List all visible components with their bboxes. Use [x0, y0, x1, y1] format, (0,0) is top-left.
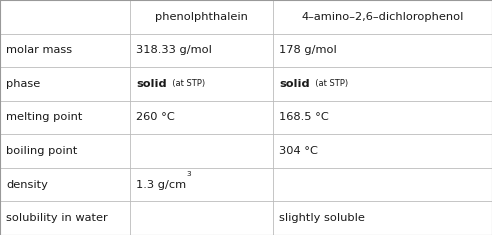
Text: 168.5 °C: 168.5 °C: [279, 113, 329, 122]
Text: solid: solid: [279, 79, 309, 89]
Text: 260 °C: 260 °C: [136, 113, 175, 122]
Text: 4–amino–2,6–dichlorophenol: 4–amino–2,6–dichlorophenol: [301, 12, 464, 22]
Text: melting point: melting point: [6, 113, 82, 122]
Text: 3: 3: [186, 171, 191, 177]
Text: 1.3 g/cm: 1.3 g/cm: [136, 180, 186, 190]
Text: solid: solid: [136, 79, 167, 89]
Text: (at STP): (at STP): [167, 79, 205, 88]
Text: (at STP): (at STP): [309, 79, 348, 88]
Text: 304 °C: 304 °C: [279, 146, 318, 156]
Text: 318.33 g/mol: 318.33 g/mol: [136, 45, 212, 55]
Text: molar mass: molar mass: [6, 45, 72, 55]
Text: 178 g/mol: 178 g/mol: [279, 45, 337, 55]
Text: phenolphthalein: phenolphthalein: [155, 12, 248, 22]
Text: density: density: [6, 180, 48, 190]
Text: phase: phase: [6, 79, 40, 89]
Text: slightly soluble: slightly soluble: [279, 213, 365, 223]
Text: boiling point: boiling point: [6, 146, 77, 156]
Text: solubility in water: solubility in water: [6, 213, 108, 223]
